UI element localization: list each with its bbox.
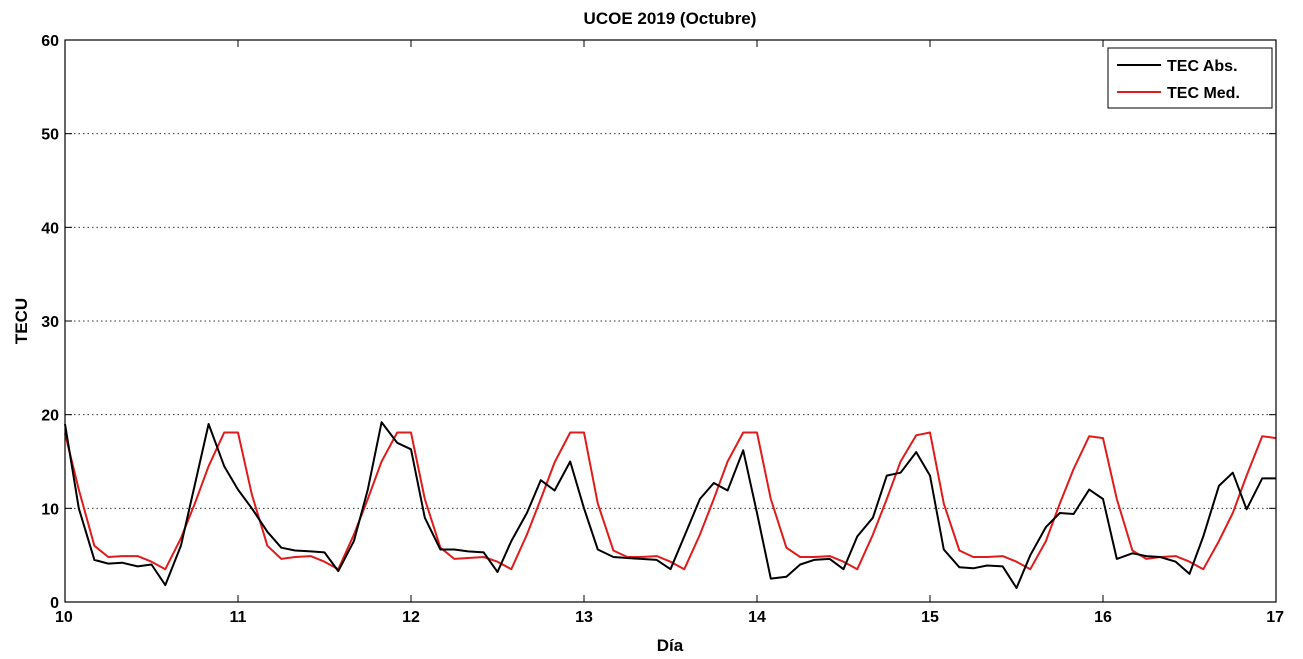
y-tick-label: 50	[41, 127, 59, 144]
legend-box	[1107, 47, 1273, 109]
x-tick-label: 16	[1094, 609, 1112, 626]
series-lines	[64, 421, 1277, 589]
x-tick-label: 15	[921, 609, 939, 626]
series-line-tec-abs	[64, 421, 1276, 589]
chart-title: UCOE 2019 (Octubre)	[584, 9, 757, 28]
y-tick-label: 0	[50, 595, 59, 612]
x-tick-label: 11	[230, 609, 247, 626]
x-tick-label: 13	[575, 609, 593, 626]
grid-lines	[65, 133, 1276, 509]
x-tick-label: 10	[55, 609, 73, 626]
x-tick-label: 14	[748, 609, 766, 626]
y-tick-label: 10	[41, 501, 59, 518]
series-line-tec-med	[64, 431, 1277, 571]
y-tick-label: 30	[41, 314, 59, 331]
x-tick-label: 17	[1266, 609, 1284, 626]
y-tick-label: 20	[41, 408, 59, 425]
x-tick-label: 12	[402, 609, 420, 626]
y-tick-label: 40	[41, 220, 59, 237]
legend-label-abs: TEC Abs.	[1167, 58, 1238, 75]
y-axis-label: TECU	[12, 298, 31, 344]
plot-background	[65, 40, 1276, 602]
legend-label-med: TEC Med.	[1167, 85, 1240, 102]
y-tick-label: 60	[41, 33, 59, 50]
x-axis-label: Día	[657, 636, 684, 655]
legend: TEC Abs. TEC Med.	[1107, 47, 1273, 109]
